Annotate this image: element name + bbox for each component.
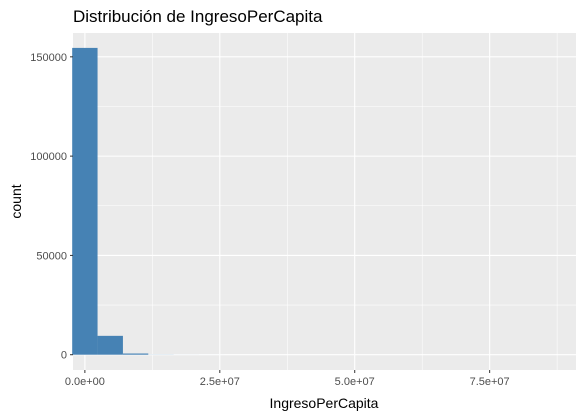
y-tick-label: 50000 xyxy=(36,250,67,262)
histogram-bar xyxy=(72,47,98,355)
chart-title: Distribución de IngresoPerCapita xyxy=(73,7,323,26)
y-tick-label: 0 xyxy=(61,350,67,362)
y-axis-title: count xyxy=(8,184,24,218)
x-tick-label: 5.0e+07 xyxy=(335,376,375,388)
y-axis: 0 50000 100000 150000 xyxy=(30,52,73,362)
y-tick-label: 150000 xyxy=(30,52,67,64)
x-tick-label: 7.5e+07 xyxy=(470,376,510,388)
x-axis-title: IngresoPerCapita xyxy=(270,395,379,411)
x-tick-label: 2.5e+07 xyxy=(200,376,240,388)
x-axis: 0.0e+00 2.5e+07 5.0e+07 7.5e+07 xyxy=(65,370,510,388)
x-tick-label: 0.0e+00 xyxy=(65,376,105,388)
histogram-bars xyxy=(72,47,555,355)
histogram-bar xyxy=(122,353,149,355)
histogram-bar xyxy=(97,335,123,355)
y-tick-label: 100000 xyxy=(30,151,67,163)
minor-gridlines xyxy=(73,33,576,370)
plot-panel xyxy=(73,33,576,370)
